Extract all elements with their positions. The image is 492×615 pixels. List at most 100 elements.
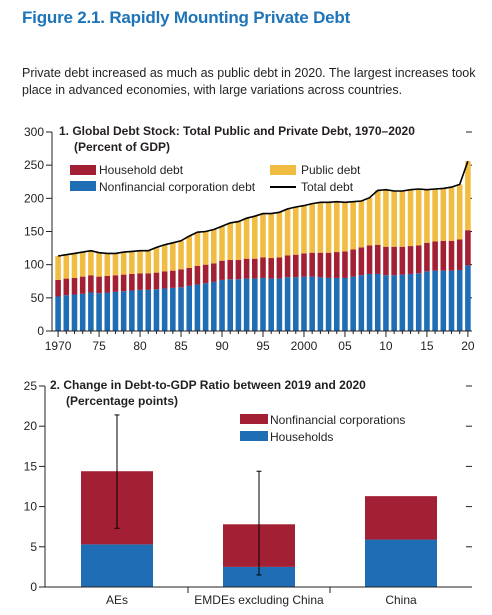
- y-tick-label: 25: [24, 379, 38, 393]
- bar-nonfinancial-corporation-debt-1977: [112, 291, 119, 331]
- bar-household-debt-2011: [391, 246, 397, 276]
- legend-swatch-households: [240, 431, 268, 441]
- panel-1-unit: (Percent of GDP): [74, 140, 170, 154]
- x-category-label: China: [385, 593, 417, 607]
- y-tick-label: 5: [30, 540, 37, 554]
- y-tick-label: 10: [24, 500, 38, 514]
- bar-household-debt-2003: [325, 252, 332, 278]
- bar-nonfinancial-corporation-debt-2019: [456, 269, 463, 331]
- bar-public-debt-1971: [63, 254, 70, 279]
- bar-nonfinancial-corporation-debt-1974: [88, 292, 94, 331]
- bar-public-debt-2017: [440, 188, 447, 241]
- bar-public-debt-2006: [350, 201, 356, 250]
- legend-swatch-nfc-corporations: [240, 414, 268, 424]
- bar-nonfinancial-corporation-debt-2020: [465, 265, 471, 331]
- figure-title: Figure 2.1. Rapidly Mounting Private Deb…: [22, 8, 351, 27]
- figure-subtitle: Private debt increased as much as public…: [22, 66, 476, 97]
- y-tick-label: 0: [37, 324, 44, 338]
- bar-nonfinancial-corporation-debt-2018: [448, 270, 455, 331]
- bar-public-debt-1995: [260, 213, 266, 258]
- bar-public-debt-1990: [219, 226, 225, 261]
- bar-household-debt-2002: [317, 252, 324, 278]
- x-tick-label: 20: [461, 339, 475, 353]
- bar-public-debt-1988: [202, 231, 209, 265]
- bar-public-debt-2000: [301, 205, 307, 254]
- bar-household-debt-1976: [104, 275, 111, 293]
- panel-1-y-axis: 0 50 100 150 200 250 300: [24, 125, 472, 338]
- bar-public-debt-2011: [391, 191, 397, 247]
- bar-nonfinancial-corporation-debt-2016: [432, 270, 438, 331]
- bar-public-debt-1998: [284, 208, 291, 256]
- bar-nonfinancial-corporation-debt-2009: [374, 273, 381, 331]
- bar-nonfinancial-corporation-debt-2001: [309, 276, 315, 331]
- bar-household-debt-2020: [465, 230, 471, 266]
- bar-nonfinancial-corporation-debt-2007: [358, 275, 365, 331]
- bar-public-debt-1970: [55, 256, 61, 280]
- bar-nonfinancial-corporation-debt-2008: [366, 273, 373, 331]
- bar-household-debt-1994: [252, 258, 258, 279]
- bar-public-debt-1993: [243, 218, 250, 259]
- bar-public-debt-1997: [276, 212, 283, 258]
- bar-public-debt-1981: [145, 250, 152, 274]
- bar-public-debt-2018: [448, 187, 455, 241]
- bar-public-debt-2003: [325, 202, 332, 253]
- bar-public-debt-2013: [407, 189, 414, 247]
- panel-2: 2. Change in Debt-to-GDP Ratio between 2…: [24, 378, 472, 607]
- bar-household-debt-1996: [268, 258, 274, 279]
- bar-public-debt-1972: [71, 253, 78, 278]
- bar-public-debt-1984: [170, 242, 176, 271]
- panel-1-total-line: [57, 160, 469, 257]
- bar-household-debt-1988: [202, 264, 209, 284]
- bar-public-debt-1979: [129, 251, 135, 274]
- bar-public-debt-1974: [88, 250, 94, 276]
- bar-public-debt-2007: [358, 200, 365, 248]
- bar-household-debt-2008: [366, 245, 373, 274]
- legend-label-household: Household debt: [99, 163, 184, 177]
- bar-public-debt-2004: [333, 201, 340, 253]
- bar-household-debt-2019: [456, 239, 463, 270]
- bar-public-debt-1986: [186, 236, 193, 268]
- bar-nonfinancial-corporation-debt-1975: [96, 293, 102, 331]
- bar-public-debt-1985: [178, 240, 184, 270]
- bar-nonfinancial-corporation-debt-1985: [178, 287, 184, 331]
- bar-nonfinancial-corporation-debt-1997: [276, 278, 283, 331]
- bar-household-debt-2018: [448, 240, 455, 271]
- bar-public-debt-1980: [137, 250, 143, 274]
- bar-household-debt-2013: [407, 246, 414, 274]
- x-tick-label: 1970: [45, 339, 72, 353]
- panel-1-bars: [55, 161, 471, 331]
- bar-nonfinancial-corporation-debt-1971: [63, 295, 70, 331]
- bar-public-debt-1999: [292, 206, 299, 255]
- bar-nonfinancial-corporation-debt-1978: [120, 291, 127, 331]
- bar-household-debt-1975: [96, 276, 102, 294]
- x-category-label: EMDEs excluding China: [194, 593, 324, 607]
- legend-label-nfc-corporations: Nonfinancial corporations: [270, 413, 405, 427]
- bar-public-debt-1982: [153, 247, 160, 273]
- x-tick-label: 05: [338, 339, 352, 353]
- bar-nonfinancial-corporation-debt-1992: [235, 279, 242, 331]
- bar-households-3: [365, 539, 437, 587]
- bar-household-debt-1974: [88, 275, 94, 293]
- x-tick-label: 95: [256, 339, 270, 353]
- bar-nonfinancial-corporation-debt-1986: [186, 285, 193, 331]
- bar-nonfinancial-corporation-debt-1991: [227, 279, 234, 331]
- bar-household-debt-2005: [342, 251, 348, 278]
- bar-household-debt-1992: [235, 260, 242, 280]
- y-tick-label: 300: [24, 125, 44, 139]
- panel-2-title: 2. Change in Debt-to-GDP Ratio between 2…: [50, 378, 366, 392]
- bar-public-debt-2016: [432, 189, 438, 242]
- bar-household-debt-1978: [120, 274, 127, 292]
- bar-household-debt-1981: [145, 273, 152, 290]
- panel-1: 1. Global Debt Stock: Total Public and P…: [24, 124, 475, 353]
- bar-household-debt-2004: [333, 252, 340, 278]
- x-tick-label: 80: [133, 339, 147, 353]
- bar-household-debt-2016: [432, 241, 438, 271]
- y-tick-label: 200: [24, 191, 44, 205]
- bar-nonfinancial-corporation-debt-1999: [292, 277, 299, 331]
- y-tick-label: 50: [31, 291, 45, 305]
- legend-label-nfc: Nonfinancial corporation debt: [99, 180, 256, 194]
- bar-public-debt-2002: [317, 202, 324, 253]
- bar-nonfinancial-corporation-debt-1994: [252, 278, 258, 331]
- legend-label-households: Households: [270, 430, 333, 444]
- total-debt-line: [57, 160, 469, 257]
